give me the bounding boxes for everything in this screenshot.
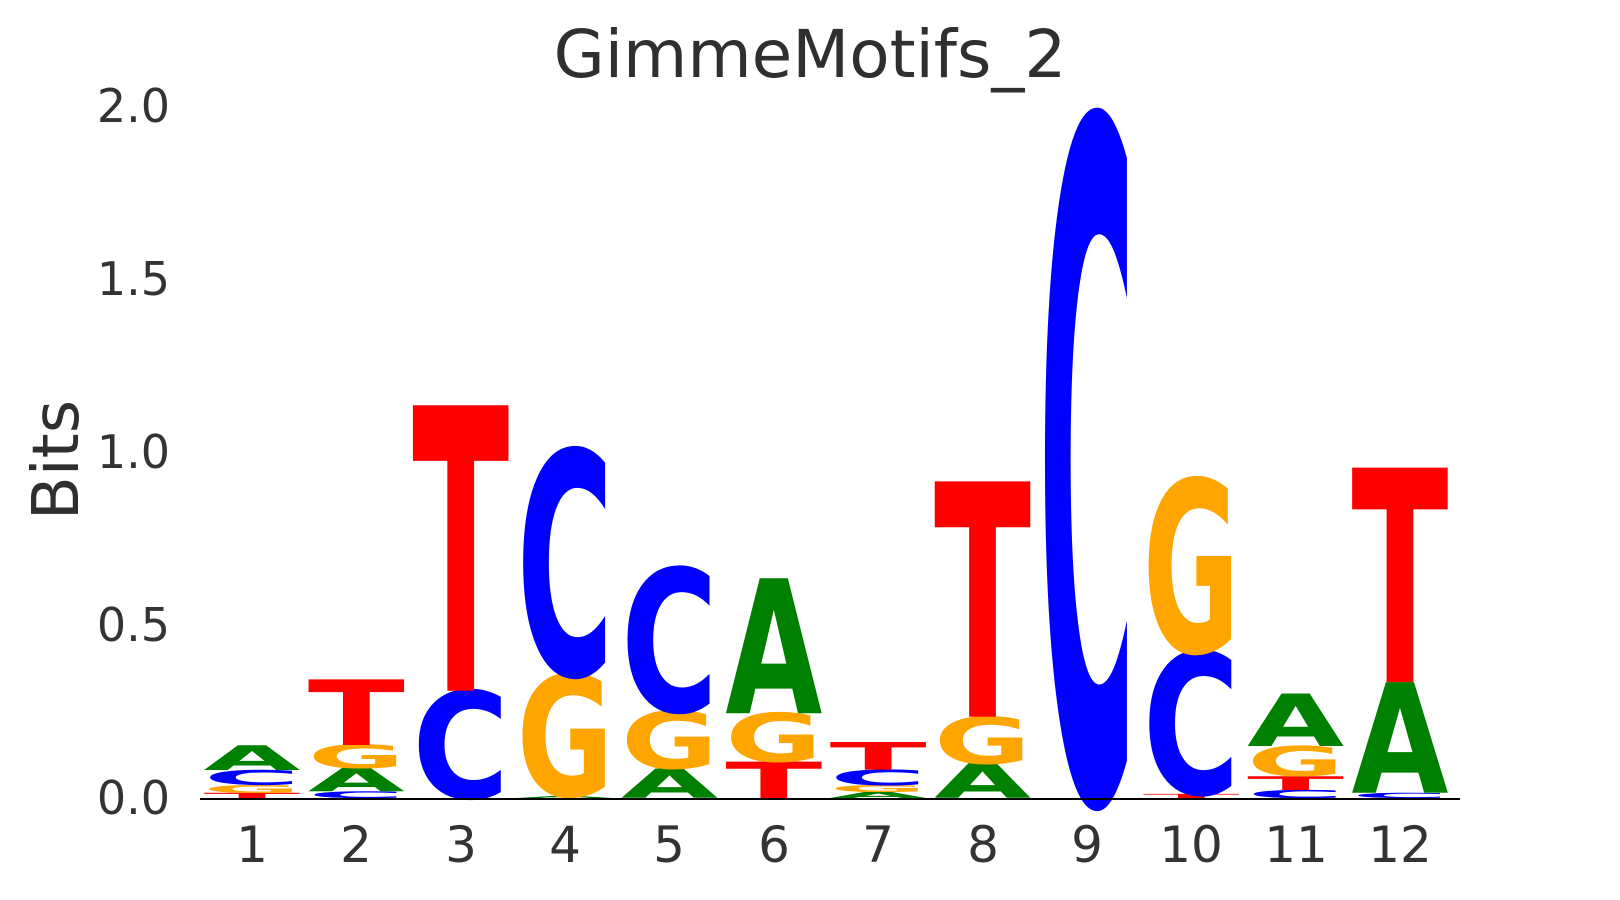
logo-letter-C-pos12: C [1351, 791, 1448, 799]
x-tick-label-2: 2 [340, 816, 372, 874]
x-tick-label-11: 11 [1264, 816, 1328, 874]
logo-letter-C-pos9: C [1038, 0, 1135, 900]
logo-letter-G-pos11: G [1247, 738, 1344, 786]
x-tick-label-6: 6 [758, 816, 790, 874]
x-tick-label-4: 4 [549, 816, 581, 874]
logo-letter-C-pos10: C [1143, 614, 1240, 840]
logo-letter-G-pos8: G [934, 704, 1031, 779]
logo-letter-T-pos11: T [1247, 772, 1344, 794]
logo-letter-A-pos6: A [725, 543, 822, 758]
logo-letter-T-pos7: T [830, 734, 928, 778]
logo-letter-G-pos6: G [725, 701, 822, 778]
logo-letter-G-pos5: G [621, 697, 718, 788]
x-tick-label-9: 9 [1071, 816, 1103, 874]
x-tick-label-8: 8 [967, 816, 999, 874]
logo-letter-T-pos12: T [1351, 409, 1448, 752]
logo-letter-A-pos7: A [830, 790, 927, 799]
logo-letter-G-pos2: G [308, 739, 405, 776]
x-tick-label-10: 10 [1159, 816, 1223, 874]
x-tick-label-5: 5 [653, 816, 685, 874]
x-axis-line [200, 798, 1460, 800]
logo-letter-T-pos3: T [412, 329, 510, 784]
logo-letter-C-pos1: C [204, 766, 301, 790]
x-tick-label-12: 12 [1368, 816, 1432, 874]
logo-letter-A-pos11: A [1247, 679, 1345, 764]
logo-letter-T-pos10: T [1143, 793, 1240, 800]
x-tick-label-1: 1 [236, 816, 268, 874]
y-tick-label-0.0: 0.0 [96, 771, 170, 825]
logo-letter-C-pos5: C [621, 529, 718, 759]
logo-letter-A-pos1: A [204, 738, 301, 778]
logo-letter-A-pos4: A [517, 795, 614, 798]
logo-letter-T-pos8: T [934, 418, 1031, 794]
logo-letter-C-pos7: C [830, 766, 927, 791]
logo-letter-C-pos2: C [308, 790, 405, 801]
x-tick-label-3: 3 [445, 816, 477, 874]
logo-letter-G-pos10: G [1143, 432, 1240, 708]
logo-letter-G-pos4: G [517, 643, 614, 836]
logo-letter-A-pos12: A [1351, 653, 1448, 829]
logo-letter-G-pos1: G [204, 783, 301, 796]
logo-letter-T-pos6: T [725, 752, 822, 810]
logo-letter-A-pos8: A [934, 754, 1032, 809]
y-tick-label-2.0: 2.0 [96, 79, 170, 133]
y-tick-label-0.5: 0.5 [96, 598, 170, 652]
y-tick-label-1.5: 1.5 [96, 252, 170, 306]
y-tick-label-1.0: 1.0 [96, 425, 170, 479]
logo-letter-C-pos3: C [412, 661, 509, 833]
x-tick-label-7: 7 [862, 816, 894, 874]
logo-letter-A-pos2: A [308, 762, 406, 799]
logo-letter-C-pos11: C [1247, 788, 1344, 801]
logo-letter-C-pos4: C [517, 390, 614, 749]
logo-letter-T-pos2: T [308, 663, 405, 767]
chart-title: GimmeMotifs_2 [553, 16, 1067, 93]
logo-letter-G-pos7: G [830, 783, 927, 794]
logo-letter-T-pos1: T [204, 791, 301, 799]
